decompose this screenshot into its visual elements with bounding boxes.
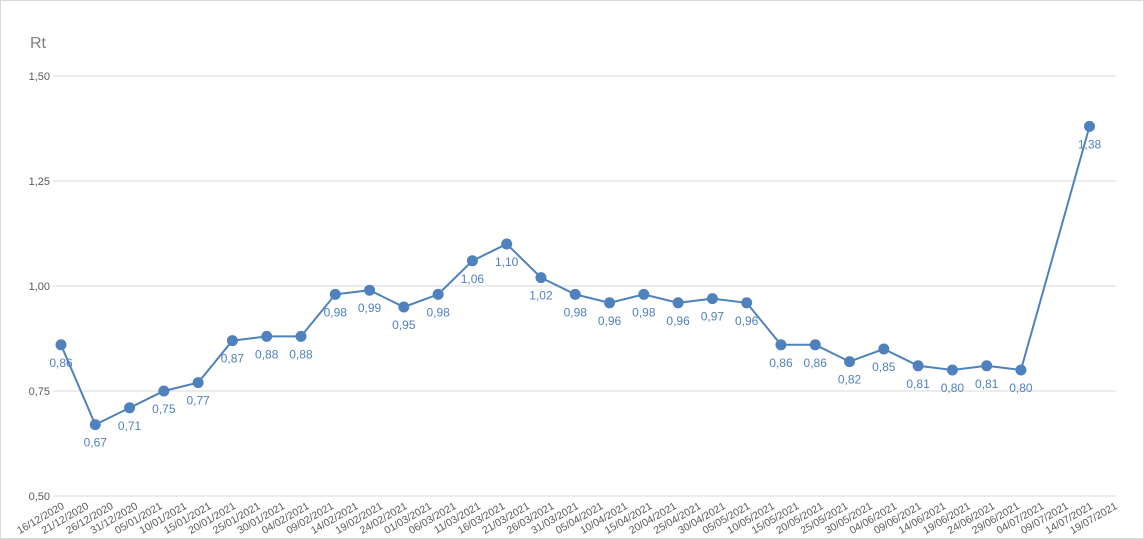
- data-label: 1,38: [1078, 137, 1102, 151]
- data-label: 0,86: [49, 356, 73, 370]
- data-label: 0,75: [152, 402, 176, 416]
- y-tick-label: 1,50: [29, 71, 50, 83]
- data-point: [741, 297, 753, 309]
- data-point: [1015, 364, 1027, 376]
- data-point: [946, 364, 958, 376]
- data-point: [124, 402, 136, 414]
- y-tick-label: 1,25: [29, 176, 50, 188]
- data-label: 0,97: [701, 310, 725, 324]
- data-label: 0,96: [598, 314, 622, 328]
- data-point: [569, 288, 581, 300]
- data-point: [295, 330, 307, 342]
- data-label: 0,81: [975, 377, 999, 391]
- data-label: 0,96: [735, 314, 759, 328]
- data-point: [226, 335, 238, 347]
- data-label: 0,99: [358, 301, 382, 315]
- data-label: 1,06: [461, 272, 485, 286]
- data-point: [535, 272, 547, 284]
- data-label: 0,77: [186, 394, 210, 408]
- data-point: [55, 339, 67, 351]
- y-tick-label: 0,75: [29, 386, 50, 398]
- y-tick-label: 0,50: [29, 491, 50, 503]
- data-point: [672, 297, 684, 309]
- data-label: 0,67: [84, 436, 108, 450]
- data-label: 0,98: [632, 305, 656, 319]
- data-label: 0,87: [221, 352, 245, 366]
- data-line: [60, 126, 1091, 426]
- data-label: 0,98: [564, 305, 588, 319]
- data-label: 0,95: [392, 318, 416, 332]
- data-point: [89, 419, 101, 431]
- data-point: [809, 339, 821, 351]
- data-label: 0,71: [118, 419, 142, 433]
- data-point: [878, 343, 890, 355]
- data-label: 0,88: [289, 347, 313, 361]
- data-label: 0,98: [324, 305, 348, 319]
- data-label: 1,10: [495, 255, 519, 269]
- data-point: [466, 255, 478, 267]
- data-point: [775, 339, 787, 351]
- data-label: 0,98: [426, 305, 450, 319]
- data-label: 0,85: [872, 360, 896, 374]
- data-label: 0,82: [838, 373, 862, 387]
- data-point: [844, 356, 856, 368]
- data-point: [398, 301, 410, 313]
- data-label: 0,88: [255, 347, 279, 361]
- data-point: [981, 360, 993, 372]
- data-label: 0,80: [941, 381, 965, 395]
- data-point: [192, 377, 204, 389]
- data-point: [706, 293, 718, 305]
- data-label: 0,86: [769, 356, 793, 370]
- data-point: [604, 297, 616, 309]
- data-label: 0,81: [906, 377, 930, 391]
- data-label: 0,86: [804, 356, 828, 370]
- chart-title: Rt: [30, 35, 47, 52]
- data-label: 0,80: [1009, 381, 1033, 395]
- data-point: [158, 385, 170, 397]
- data-label: 1,02: [529, 289, 553, 303]
- data-point: [638, 288, 650, 300]
- data-point: [912, 360, 924, 372]
- data-point: [432, 288, 444, 300]
- data-point: [364, 284, 376, 296]
- y-tick-label: 1,00: [29, 281, 50, 293]
- data-point: [1084, 120, 1096, 132]
- data-point: [501, 238, 513, 250]
- data-point: [329, 288, 341, 300]
- data-label: 0,96: [666, 314, 690, 328]
- data-point: [261, 330, 273, 342]
